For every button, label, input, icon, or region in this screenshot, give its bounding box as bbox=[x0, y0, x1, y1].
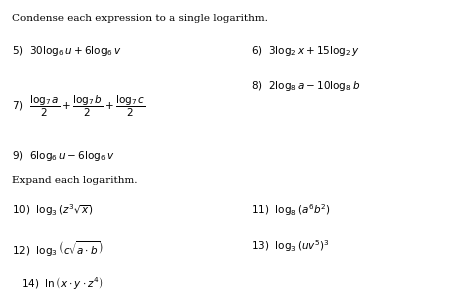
Text: 10)  $\log_{3}\left(z^{3}\sqrt{x}\right)$: 10) $\log_{3}\left(z^{3}\sqrt{x}\right)$ bbox=[12, 202, 93, 218]
Text: 12)  $\log_{3}\left(c\sqrt{a \cdot b}\right)$: 12) $\log_{3}\left(c\sqrt{a \cdot b}\rig… bbox=[12, 239, 103, 258]
Text: Expand each logarithm.: Expand each logarithm. bbox=[12, 176, 137, 185]
Text: 5)  $30\log_{6} u + 6\log_{6} v$: 5) $30\log_{6} u + 6\log_{6} v$ bbox=[12, 44, 121, 58]
Text: 11)  $\log_{8}\left(a^{6}b^{2}\right)$: 11) $\log_{8}\left(a^{6}b^{2}\right)$ bbox=[251, 202, 331, 218]
Text: 7)  $\dfrac{\log_{7} a}{2} + \dfrac{\log_{7} b}{2} + \dfrac{\log_{7} c}{2}$: 7) $\dfrac{\log_{7} a}{2} + \dfrac{\log_… bbox=[12, 94, 146, 119]
Text: 13)  $\log_{3}\left(uv^{5}\right)^{3}$: 13) $\log_{3}\left(uv^{5}\right)^{3}$ bbox=[251, 239, 330, 254]
Text: 6)  $3\log_{2} x + 15\log_{2} y$: 6) $3\log_{2} x + 15\log_{2} y$ bbox=[251, 44, 360, 58]
Text: 8)  $2\log_{8} a - 10\log_{8} b$: 8) $2\log_{8} a - 10\log_{8} b$ bbox=[251, 79, 361, 93]
Text: Condense each expression to a single logarithm.: Condense each expression to a single log… bbox=[12, 14, 268, 23]
Text: 14)  $\ln\left(x \cdot y \cdot z^{4}\right)$: 14) $\ln\left(x \cdot y \cdot z^{4}\righ… bbox=[21, 275, 104, 291]
Text: 9)  $6\log_{6} u - 6\log_{6} v$: 9) $6\log_{6} u - 6\log_{6} v$ bbox=[12, 149, 115, 163]
